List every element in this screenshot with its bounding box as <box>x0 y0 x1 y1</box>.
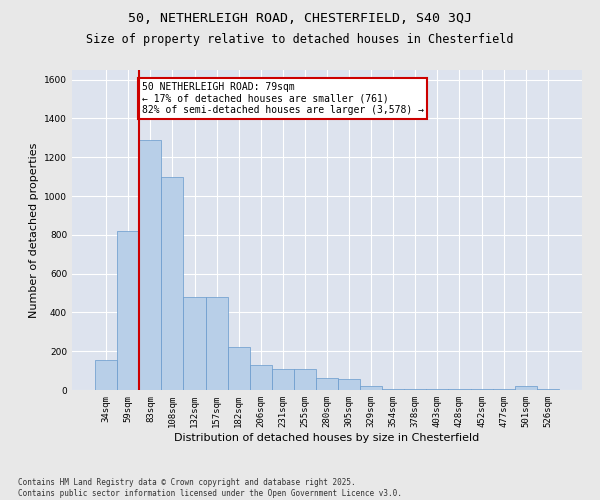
Bar <box>184 297 206 390</box>
Bar <box>95 360 117 390</box>
Text: Size of property relative to detached houses in Chesterfield: Size of property relative to detached ho… <box>86 32 514 46</box>
Bar <box>250 365 272 390</box>
Bar <box>404 389 427 390</box>
Bar <box>206 297 227 390</box>
Bar <box>272 368 294 390</box>
Bar <box>360 386 382 390</box>
Text: 50 NETHERLEIGH ROAD: 79sqm
← 17% of detached houses are smaller (761)
82% of sem: 50 NETHERLEIGH ROAD: 79sqm ← 17% of deta… <box>142 82 424 115</box>
Bar <box>338 380 360 390</box>
Bar <box>139 140 161 390</box>
Bar <box>316 378 338 390</box>
Bar <box>382 389 404 390</box>
Bar <box>427 389 448 390</box>
Y-axis label: Number of detached properties: Number of detached properties <box>29 142 38 318</box>
Text: Contains HM Land Registry data © Crown copyright and database right 2025.
Contai: Contains HM Land Registry data © Crown c… <box>18 478 402 498</box>
Bar <box>117 231 139 390</box>
X-axis label: Distribution of detached houses by size in Chesterfield: Distribution of detached houses by size … <box>175 432 479 442</box>
Bar <box>161 176 184 390</box>
Bar <box>515 386 537 390</box>
Bar <box>227 348 250 390</box>
Bar <box>294 368 316 390</box>
Bar <box>493 389 515 390</box>
Bar <box>448 389 470 390</box>
Bar <box>537 389 559 390</box>
Text: 50, NETHERLEIGH ROAD, CHESTERFIELD, S40 3QJ: 50, NETHERLEIGH ROAD, CHESTERFIELD, S40 … <box>128 12 472 26</box>
Bar <box>470 389 493 390</box>
